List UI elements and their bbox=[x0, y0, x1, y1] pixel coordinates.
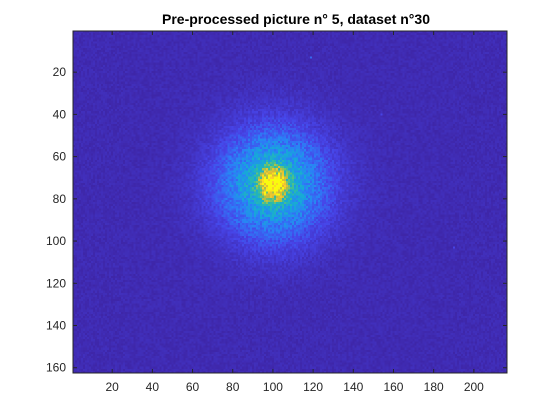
y-tick-label: 100 bbox=[46, 234, 66, 248]
heatmap-image bbox=[73, 31, 507, 373]
x-tick-label: 120 bbox=[303, 380, 323, 394]
y-tick-label: 160 bbox=[46, 361, 66, 375]
x-tick-label: 160 bbox=[383, 380, 403, 394]
y-tick-label: 80 bbox=[53, 192, 67, 206]
y-tick-label: 40 bbox=[53, 107, 67, 121]
x-tick-label: 180 bbox=[424, 380, 444, 394]
y-axis: 20 40 60 80 100 120 140 160 bbox=[46, 65, 507, 375]
axes-box bbox=[72, 30, 508, 374]
x-tick-label: 40 bbox=[146, 380, 160, 394]
y-tick-label: 60 bbox=[53, 150, 67, 164]
x-axis: 20 40 60 80 100 120 140 160 180 200 bbox=[106, 31, 484, 394]
x-tick-label: 200 bbox=[464, 380, 484, 394]
plot-area bbox=[73, 31, 507, 373]
chart-title: Pre-processed picture n° 5, dataset n°30 bbox=[162, 11, 430, 27]
y-tick-label: 140 bbox=[46, 319, 66, 333]
x-tick-label: 60 bbox=[186, 380, 200, 394]
y-tick-label: 120 bbox=[46, 276, 66, 290]
x-tick-label: 20 bbox=[106, 380, 120, 394]
x-tick-label: 80 bbox=[226, 380, 240, 394]
y-tick-label: 20 bbox=[53, 65, 67, 79]
x-tick-label: 140 bbox=[343, 380, 363, 394]
x-tick-label: 100 bbox=[263, 380, 283, 394]
